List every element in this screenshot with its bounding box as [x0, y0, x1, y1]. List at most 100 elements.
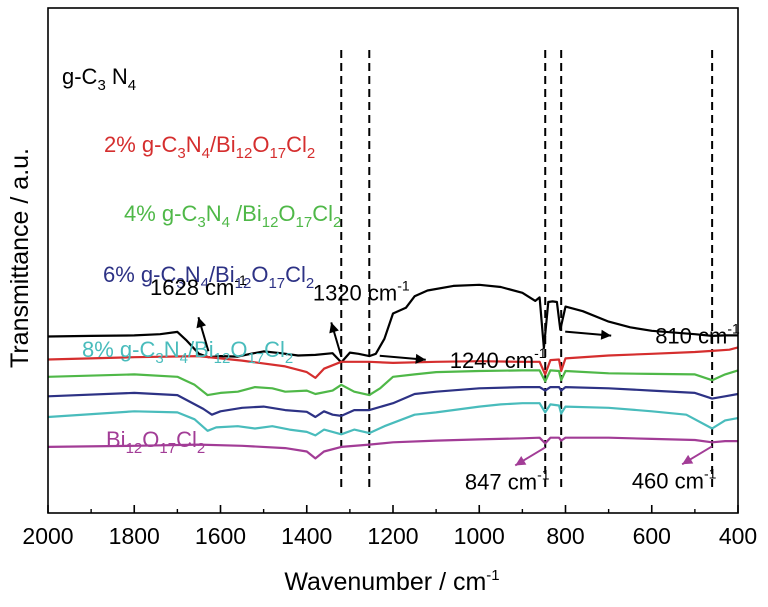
annotation-text: 847 cm: [465, 469, 537, 494]
series-label-part: 12: [262, 214, 279, 231]
series-label-part: N: [206, 201, 222, 226]
x-tick-label: 1000: [454, 523, 505, 549]
annotation-text: 810 cm: [655, 324, 727, 349]
x-tick-label: 400: [719, 523, 757, 549]
annotation-arrow-head: [329, 322, 339, 334]
annotation-superscript: -1: [534, 345, 547, 361]
series-label: 4% g-C3N4 /Bi12O17Cl2: [124, 201, 341, 231]
annotation-label: 1240 cm-1: [450, 345, 547, 373]
annotation-arrow-head: [415, 353, 426, 364]
series-label-part: O: [230, 337, 247, 362]
series-label: 2% g-C3N4/Bi12O17Cl2: [104, 132, 315, 162]
reference-lines: [340, 50, 714, 490]
annotation-superscript: -1: [234, 272, 247, 288]
annotation-arrow-head: [196, 317, 207, 329]
series-label-part: g-C: [62, 64, 98, 89]
series-label-part: /Bi: [209, 262, 235, 287]
series-label-part: 4: [222, 214, 230, 231]
annotation-superscript: -1: [537, 466, 550, 482]
series-line: [47, 386, 739, 419]
series-label-part: O: [252, 132, 269, 157]
series-label-part: Cl: [264, 337, 285, 362]
annotation-label: 1628 cm-1: [150, 272, 247, 300]
series-label-part: 12: [236, 145, 253, 162]
series-label: 6% g-C3N4/Bi12O17Cl2: [103, 262, 314, 292]
series-label-part: 3: [197, 214, 205, 231]
series-line: [47, 369, 739, 397]
annotation-superscript: -1: [727, 321, 740, 337]
annotation-label: 847 cm-1: [465, 466, 550, 494]
series-label-part: 8% g-C: [82, 337, 155, 362]
series-label-part: N: [106, 64, 128, 89]
series-line: [47, 346, 739, 379]
series-label-part: O: [142, 427, 159, 452]
annotation-arrow-head: [682, 454, 694, 465]
x-tick-label: 1200: [367, 523, 418, 549]
x-tick-label: 1400: [281, 523, 332, 549]
series-label-part: 4: [128, 77, 136, 94]
series-label-part: 17: [247, 350, 264, 367]
series-label-part: 2: [307, 145, 315, 162]
series-label-part: 17: [269, 145, 286, 162]
x-ticks: 2000 1800 1600 1400 1200 1000 800 600 400: [22, 505, 757, 549]
series-label-part: /Bi: [230, 201, 262, 226]
annotation-label: 1320 cm-1: [313, 277, 410, 305]
series-label-part: Cl: [176, 427, 197, 452]
x-axis-label-superscript: -1: [486, 567, 499, 584]
series-label: Bi12O17Cl2: [106, 427, 205, 457]
x-tick-label: 1800: [109, 523, 160, 549]
annotation-label: 810 cm-1: [655, 321, 740, 349]
series-label-part: 6% g-C: [103, 262, 176, 287]
series-label-part: 3: [177, 145, 185, 162]
series-label-part: 2: [285, 350, 293, 367]
x-axis-label: Wavenumber / cm: [284, 568, 486, 596]
x-tick-label: 2000: [22, 523, 73, 549]
series-label-part: O: [251, 262, 268, 287]
series-label-part: 4: [202, 145, 210, 162]
series-label-part: 4: [180, 350, 188, 367]
series-label-part: 12: [126, 440, 143, 457]
series-label-part: Cl: [286, 132, 307, 157]
series-line: [47, 402, 739, 437]
x-tick-label: 800: [546, 523, 584, 549]
series-label-part: 2: [197, 440, 205, 457]
series-label-part: Cl: [285, 262, 306, 287]
annotation-superscript: -1: [704, 465, 717, 481]
series-label-part: /Bi: [210, 132, 236, 157]
series-label-part: 3: [155, 350, 163, 367]
series-label: g-C3 N4: [62, 64, 136, 94]
series-label: 8% g-C3N4/Bi12O17Cl2: [82, 337, 293, 367]
series-label-part: 2: [306, 275, 314, 292]
annotation-superscript: -1: [397, 277, 410, 293]
annotation-arrow-head: [600, 329, 612, 340]
series-label-part: 3: [97, 77, 105, 94]
annotation-text: 1628 cm: [150, 275, 234, 300]
series-label-part: Bi: [106, 427, 126, 452]
series-label-part: 12: [214, 350, 231, 367]
series-label-part: O: [278, 201, 295, 226]
x-tick-label: 1600: [195, 523, 246, 549]
series-label-part: 4% g-C: [124, 201, 197, 226]
annotation-text: 1240 cm: [450, 348, 534, 373]
x-tick-label: 600: [633, 523, 671, 549]
series-label-part: /Bi: [188, 337, 214, 362]
series-label-part: 2: [333, 214, 341, 231]
series-line: [47, 436, 738, 460]
annotation-arrow-head: [515, 456, 527, 466]
series-label-part: 17: [159, 440, 176, 457]
annotation-text: 1320 cm: [313, 280, 397, 305]
series-label-part: N: [185, 262, 201, 287]
series-label-part: 4: [201, 275, 209, 292]
y-axis-label: Transmittance / a.u.: [6, 148, 34, 368]
series-label-part: 17: [296, 214, 313, 231]
series-group: [47, 283, 739, 460]
series-label-part: N: [164, 337, 180, 362]
series-label-part: 3: [176, 275, 184, 292]
annotation-text: 460 cm: [632, 468, 704, 493]
series-label-part: 2% g-C: [104, 132, 177, 157]
series-label-part: 17: [268, 275, 285, 292]
series-label-part: Cl: [312, 201, 333, 226]
